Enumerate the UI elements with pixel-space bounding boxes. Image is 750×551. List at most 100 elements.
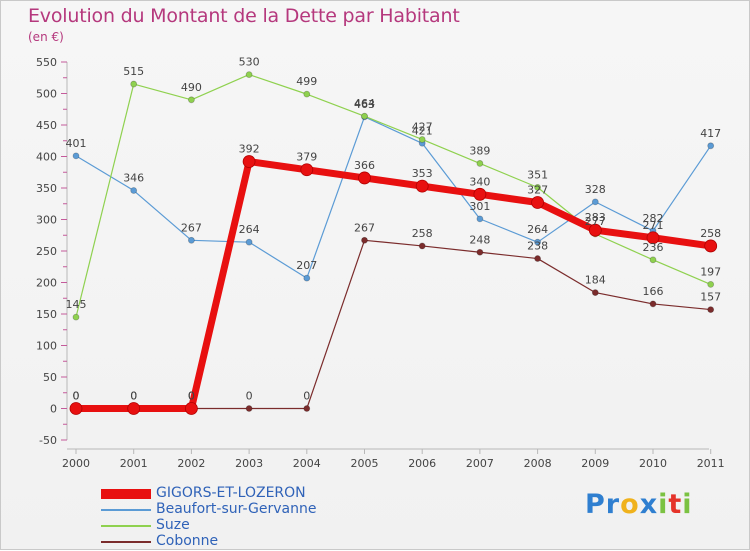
data-label-gigors-et-lozeron: 366 [354,159,375,172]
data-point-suze [187,96,195,104]
series-line-beaufort-sur-gervanne [75,116,712,279]
y-tick-label: 250 [36,245,57,258]
data-point-suze [476,160,484,167]
data-point-cobonne [303,405,311,412]
x-tick-label: 2009 [581,457,609,470]
data-label-cobonne: 238 [527,240,548,253]
y-tick-label: 550 [36,56,57,69]
data-point-suze [649,256,657,264]
data-point-cobonne [707,306,715,313]
data-point-beaufort-sur-gervanne [707,142,715,150]
y-tick-label: 350 [36,182,57,195]
data-point-gigors-et-lozeron [588,223,602,237]
series-line-gigors-et-lozeron [72,158,715,412]
logo-letter: i [658,489,669,520]
legend-label-beaufort: Beaufort-sur-Gervanne [156,501,317,517]
logo-letter: x [639,489,659,520]
data-label-beaufort-sur-gervanne: 401 [66,137,87,150]
data-label-gigors-et-lozeron: 392 [239,143,260,156]
data-point-suze [534,183,541,191]
data-label-beaufort-sur-gervanne: 267 [181,221,202,234]
data-point-cobonne [476,248,484,256]
x-tick-label: 2003 [235,457,263,470]
x-tick-label: 2001 [120,457,148,470]
series-line-suze [75,73,712,318]
data-point-beaufort-sur-gervanne [476,215,484,223]
proxiti-logo: Proxiti [585,489,693,520]
data-point-beaufort-sur-gervanne [72,152,80,160]
data-point-suze [418,136,426,143]
data-point-suze [72,313,80,321]
data-point-cobonne [649,300,657,308]
data-label-suze: 351 [527,168,548,181]
data-point-gigors-et-lozeron [242,155,256,168]
data-label-suze: 277 [585,215,606,228]
y-tick-label: 450 [36,119,57,132]
data-point-gigors-et-lozeron [415,179,429,193]
chart-title: Evolution du Montant de la Dette par Hab… [28,5,460,27]
legend-swatch-beaufort [101,509,151,511]
x-tick-label: 2006 [408,457,436,470]
legend-swatch-suze [101,525,151,527]
data-point-gigors-et-lozeron [300,163,314,177]
data-point-suze [707,280,715,288]
y-tick-label: -50 [39,434,57,447]
data-label-cobonne: 157 [700,291,721,304]
data-label-gigors-et-lozeron: 283 [585,211,606,224]
data-label-beaufort-sur-gervanne: 421 [412,124,433,137]
data-label-beaufort-sur-gervanne: 301 [469,200,490,213]
data-point-gigors-et-lozeron [704,239,718,253]
data-label-suze: 490 [181,81,202,94]
data-label-suze: 499 [296,75,317,88]
data-label-gigors-et-lozeron: 353 [412,167,433,180]
data-label-cobonne: 0 [188,390,195,403]
data-label-suze: 389 [469,144,490,157]
data-label-suze: 145 [66,298,87,311]
legend-swatch-cobonne [101,541,151,543]
data-point-beaufort-sur-gervanne [534,238,541,246]
data-label-suze: 530 [239,56,260,69]
data-label-gigors-et-lozeron: 0 [130,390,137,403]
data-point-gigors-et-lozeron [184,402,198,415]
data-label-gigors-et-lozeron: 258 [700,227,721,240]
data-label-gigors-et-lozeron: 327 [527,183,548,196]
data-label-cobonne: 248 [469,233,490,246]
x-tick-label: 2004 [293,457,321,470]
legend-label-suze: Suze [156,517,190,533]
data-label-cobonne: 184 [585,274,606,287]
data-label-cobonne: 267 [354,221,375,234]
x-tick-label: 2007 [466,457,494,470]
data-point-cobonne [361,236,368,244]
logo-letter: P [585,489,606,520]
data-point-suze [303,90,311,98]
data-point-beaufort-sur-gervanne [303,274,311,282]
data-label-beaufort-sur-gervanne: 282 [643,212,664,225]
data-label-beaufort-sur-gervanne: 346 [123,172,144,185]
logo-letter: t [668,489,683,520]
logo-letter: i [682,489,693,520]
data-label-suze: 464 [354,97,375,110]
logo-letter: r [605,489,621,520]
data-point-suze [130,80,138,88]
data-point-cobonne [245,405,253,412]
data-label-suze: 515 [123,65,144,78]
data-point-cobonne [418,242,426,250]
data-label-beaufort-sur-gervanne: 264 [239,223,260,236]
data-label-cobonne: 0 [73,390,80,403]
legend-label-gigors: GIGORS-ET-LOZERON [156,485,306,501]
data-point-suze [245,71,253,78]
data-label-cobonne: 0 [130,390,137,403]
data-point-beaufort-sur-gervanne [591,198,599,206]
data-label-beaufort-sur-gervanne: 328 [585,183,606,196]
legend-swatch-gigors [101,489,151,499]
x-tick-label: 2010 [639,457,667,470]
data-label-beaufort-sur-gervanne: 417 [700,127,721,140]
x-tick-label: 2002 [177,457,205,470]
data-point-cobonne [591,289,599,296]
data-point-gigors-et-lozeron [358,171,371,185]
data-label-cobonne: 166 [643,285,664,298]
x-tick-label: 2000 [62,457,90,470]
data-point-beaufort-sur-gervanne [130,187,138,194]
